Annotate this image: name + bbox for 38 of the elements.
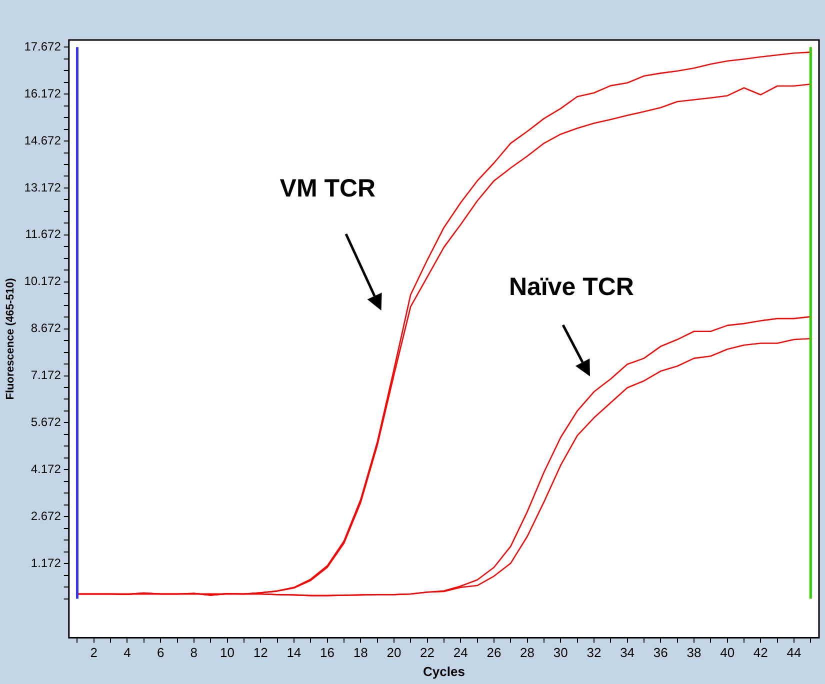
x-tick-label: 32 [586,645,602,660]
x-tick-label: 42 [753,645,768,660]
x-tick-label: 14 [286,645,302,660]
x-tick-label: 26 [486,645,502,660]
x-tick-label: 40 [720,645,735,660]
y-tick-label: 17.672 [24,39,62,54]
x-tick-label: 10 [220,645,234,660]
x-tick-label: 38 [686,645,702,660]
y-tick-label: 13.172 [24,180,62,194]
x-tick-label: 44 [786,645,802,660]
x-tick-label: 34 [620,645,635,660]
y-tick-label: 2.672 [30,508,62,523]
y-tick-label: 16.172 [24,86,62,100]
x-tick-label: 6 [156,645,164,660]
x-tick-label: 2 [90,645,98,660]
x-tick-label: 8 [190,645,198,660]
y-tick-label: 1.172 [30,556,62,570]
annotation: VM TCR [280,174,376,202]
x-axis-title: Cycles [422,664,465,679]
y-axis-title: Fluorescence (465-510) [4,278,17,400]
x-tick-label: 20 [386,645,402,660]
y-tick-label: 10.172 [24,274,62,288]
x-tick-label: 18 [353,645,368,660]
x-tick-label: 16 [320,645,335,660]
x-tick-label: 12 [253,645,268,660]
x-tick-label: 36 [653,645,668,660]
y-tick-label: 4.172 [30,462,62,476]
y-tick-label: 14.672 [24,133,62,148]
y-tick-label: 7.172 [30,368,62,382]
y-tick-label: 8.672 [30,321,62,336]
x-tick-label: 22 [420,645,435,660]
y-tick-label: 5.672 [30,415,62,430]
x-tick-label: 24 [453,645,468,660]
annotation: Naïve TCR [508,272,634,301]
x-tick-label: 4 [124,645,131,660]
x-tick-label: 30 [553,645,568,660]
x-tick-label: 28 [520,645,535,660]
y-tick-label: 11.672 [25,227,62,242]
